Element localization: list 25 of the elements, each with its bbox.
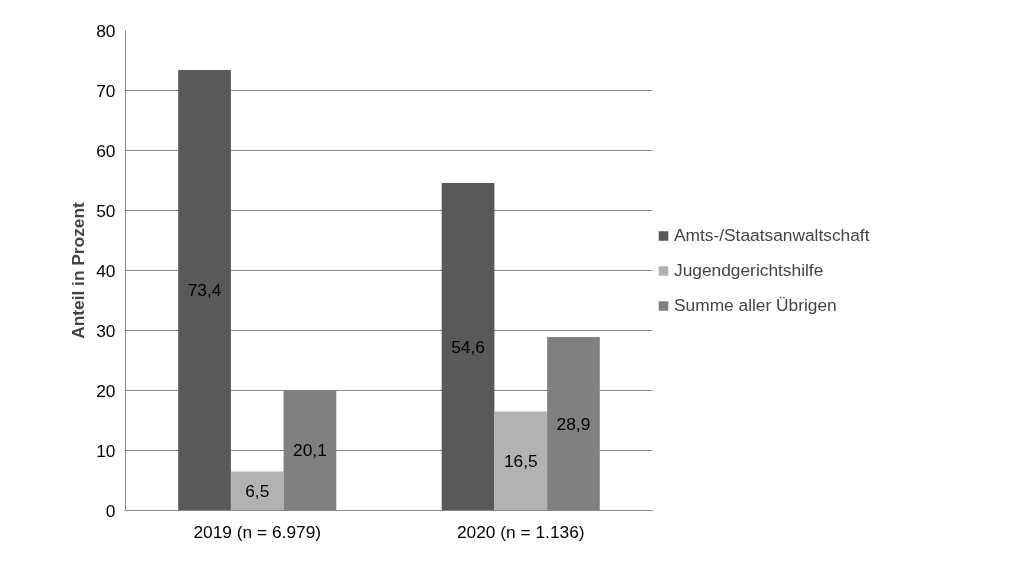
y-tick-label: 0 xyxy=(105,500,116,521)
y-tick-label: 70 xyxy=(96,80,116,101)
data-label: 16,5 xyxy=(503,451,538,471)
bar xyxy=(230,471,284,511)
y-tick-label: 40 xyxy=(96,260,116,281)
legend-label: Summe aller Übrigen xyxy=(674,294,837,316)
y-tick-label: 10 xyxy=(96,440,116,461)
data-label: 28,9 xyxy=(556,413,591,434)
data-label: 54,6 xyxy=(451,336,485,357)
legend-label: Amts-/Staatsanwaltschaft xyxy=(674,224,870,246)
data-label: 20,1 xyxy=(293,440,327,461)
bar xyxy=(178,70,231,511)
y-tick-label: 60 xyxy=(96,140,116,161)
y-tick-label: 80 xyxy=(96,20,116,41)
y-tick-label: 50 xyxy=(96,200,116,221)
y-axis-title: Anteil in Prozent xyxy=(68,201,89,339)
data-label: 6,5 xyxy=(245,481,270,501)
x-tick-label: 2019 (n = 6.979) xyxy=(193,521,322,542)
y-tick-label: 30 xyxy=(96,320,116,341)
x-tick-label: 2020 (n = 1.136) xyxy=(456,521,585,542)
bar xyxy=(441,182,495,511)
data-label: 73,4 xyxy=(187,280,222,301)
legend-label: Jugendgerichtshilfe xyxy=(674,259,824,281)
bar xyxy=(494,411,548,511)
y-tick-label: 20 xyxy=(96,380,116,401)
